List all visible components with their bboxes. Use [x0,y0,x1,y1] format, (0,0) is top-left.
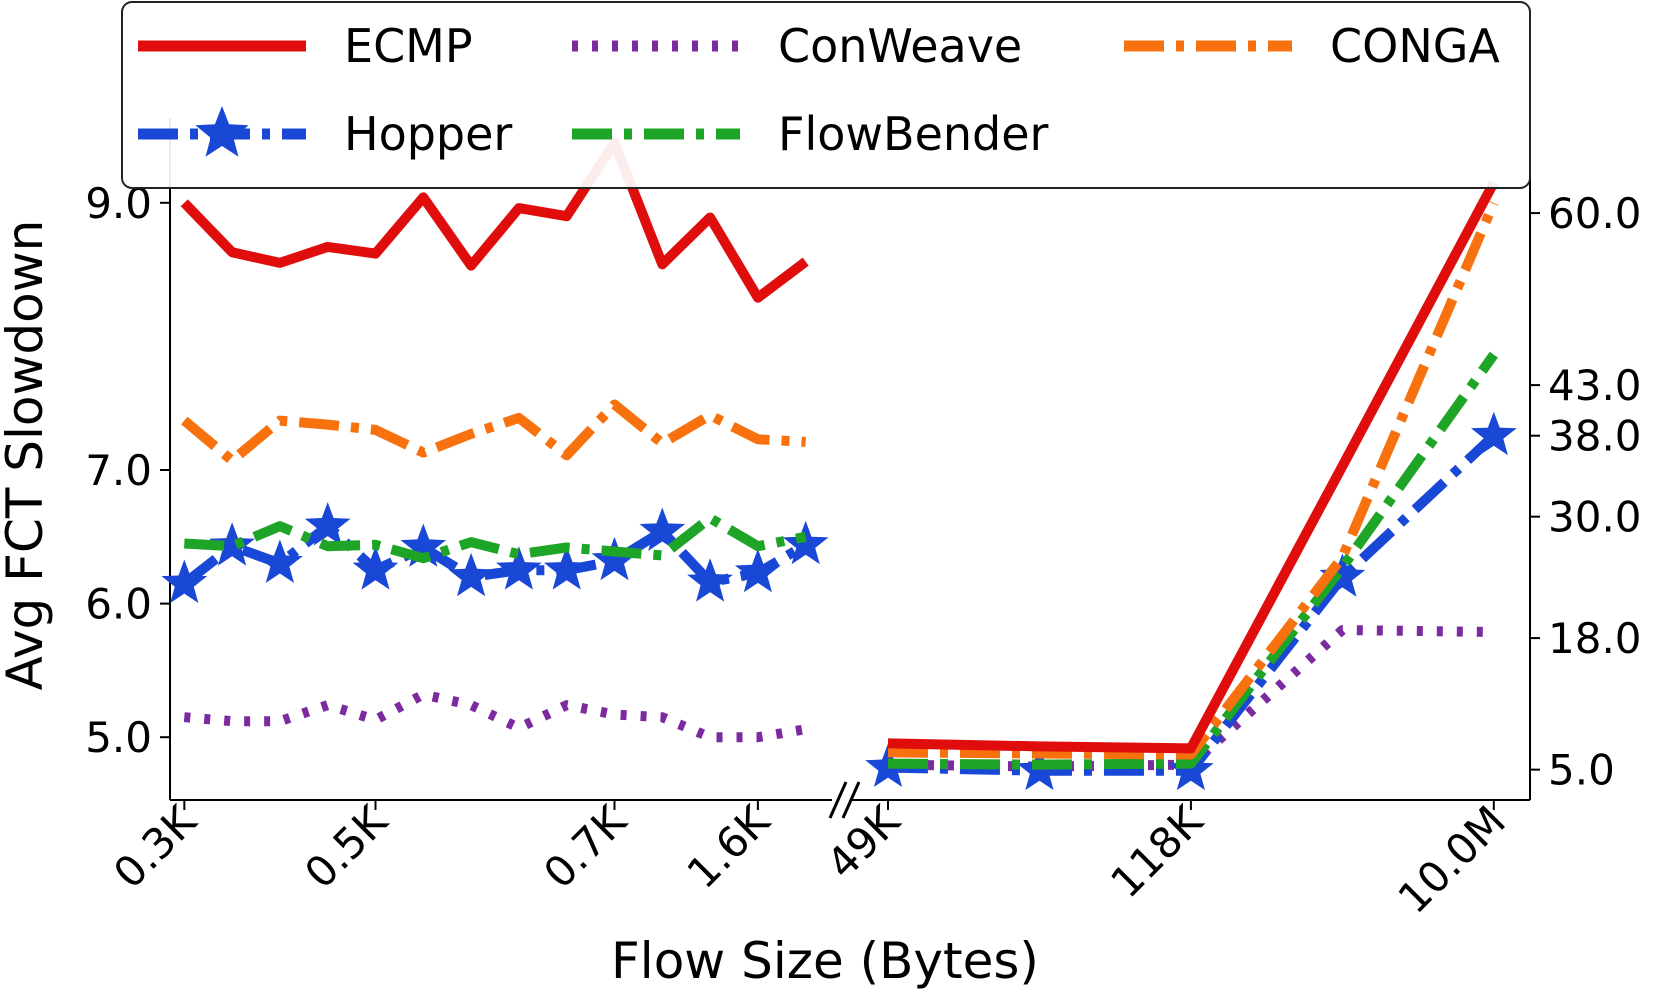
right-x-tick-label: 118K [1101,795,1213,907]
hopper-marker [543,546,590,590]
ecmp-line-left [180,137,809,303]
right-x-tick-label: 49K [817,795,910,888]
hopper-marker [639,507,686,551]
hopper-marker [400,523,447,567]
x-axis-label: Flow Size (Bytes) [611,932,1039,990]
break-slash [841,781,861,819]
legend-label-flowbender: FlowBender [778,107,1049,161]
hopper-marker [161,559,208,603]
y-axis-label: Avg FCT Slowdown [0,220,54,691]
hopper-line-left [181,521,809,588]
right-panel-axes: 5.0 18.0 30.0 38.043.0 60.0 49K 118K 10.0M [817,118,1642,923]
left-y-tick-label: 7.0 [85,446,152,495]
legend-label-hopper: Hopper [344,107,512,161]
right-y-tick-label: 60.0 [1548,189,1642,238]
hopper-marker [687,558,733,602]
left-x-tick-label: 0.3K [104,795,206,897]
right-x-tick-label: 10.0M [1388,796,1514,922]
left-y-tick-label: 5.0 [85,713,152,762]
plot-series [161,137,1517,791]
hopper-marker [304,502,351,546]
hopper-marker [257,539,303,583]
left-x-tick-label: 0.5K [295,795,397,897]
legend: ECMP ConWeave CONGA Hopper FlowBender [121,1,1531,189]
conweave-line-left [183,689,807,743]
legend-marker-hopper [195,106,249,157]
flowbender-line-left [184,513,807,564]
conga-line-right [887,201,1499,760]
left-y-tick-label: 6.0 [85,580,152,629]
hopper-marker [1471,411,1517,456]
legend-entry-flowbender: FlowBender [572,107,1049,161]
ecmp-line-right [887,180,1499,754]
right-y-tick-label: 38.0 [1548,412,1642,461]
conga-line-left [181,399,806,466]
hopper-marker [591,536,638,581]
right-y-tick-label: 18.0 [1548,614,1642,663]
hopper-marker [1319,553,1366,597]
right-y-tick-label: 43.0 [1548,361,1642,410]
axis-break-marker [828,781,861,819]
legend-entry-conga: CONGA [1124,19,1500,73]
left-x-tick-label: 0.7K [534,795,636,897]
hopper-marker [209,522,255,566]
legend-label-conga: CONGA [1330,19,1500,73]
hopper-marker [496,546,542,590]
hopper-marker [448,552,494,597]
break-slash [828,781,848,819]
legend-entry-conweave: ConWeave [572,19,1022,73]
hopper-marker [782,520,829,565]
legend-entry-hopper: Hopper [138,106,512,161]
hopper-marker [352,546,399,590]
flowbender-line-right [887,351,1498,770]
legend-entry-ecmp: ECMP [138,19,473,73]
legend-label-conweave: ConWeave [778,19,1022,73]
left-x-tick-label: 1.6K [678,795,780,897]
right-y-tick-label: 30.0 [1548,493,1642,542]
right-y-tick-label: 5.0 [1548,746,1615,795]
legend-label-ecmp: ECMP [344,19,473,73]
hopper-marker [735,548,781,593]
